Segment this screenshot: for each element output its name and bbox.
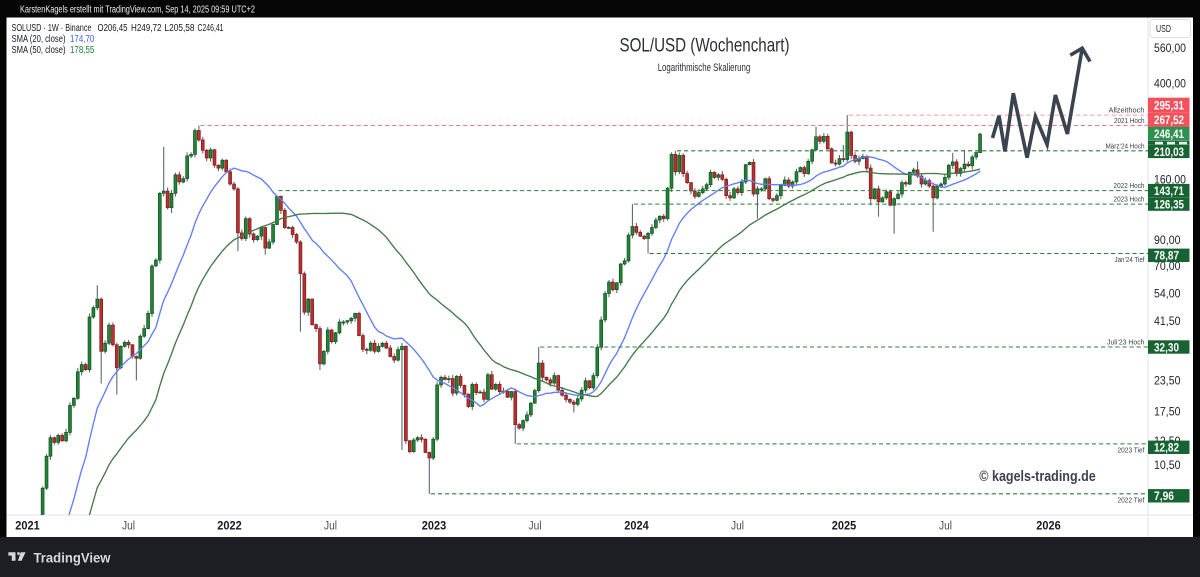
svg-text:2026: 2026	[1036, 521, 1060, 533]
svg-text:O206,45: O206,45	[98, 23, 128, 34]
svg-text:© kagels-trading.de: © kagels-trading.de	[979, 469, 1095, 485]
svg-text:2023 Hoch: 2023 Hoch	[1114, 195, 1145, 204]
svg-text:246,41: 246,41	[1154, 127, 1184, 141]
svg-text:17,50: 17,50	[1154, 404, 1181, 418]
svg-text:2021 Hoch: 2021 Hoch	[1114, 116, 1145, 125]
svg-text:USD: USD	[1156, 24, 1171, 35]
svg-text:Jul: Jul	[324, 521, 337, 533]
svg-text:SMA (20, close): SMA (20, close)	[12, 34, 66, 45]
svg-text:7,96: 7,96	[1154, 489, 1174, 503]
svg-text:10,50: 10,50	[1154, 458, 1181, 472]
svg-text:70,00: 70,00	[1154, 259, 1181, 273]
svg-text:SMA (50, close): SMA (50, close)	[12, 45, 66, 56]
svg-text:SOL/USD (Wochenchart): SOL/USD (Wochenchart)	[620, 36, 790, 57]
svg-text:267,52: 267,52	[1154, 113, 1184, 127]
svg-text:143,71: 143,71	[1154, 184, 1184, 198]
svg-text:560,00: 560,00	[1154, 41, 1186, 55]
svg-text:Jan’24 Tief: Jan’24 Tief	[1115, 255, 1146, 264]
svg-text:2022 Hoch: 2022 Hoch	[1114, 181, 1145, 190]
svg-text:2025: 2025	[832, 521, 857, 533]
svg-text:23,50: 23,50	[1154, 374, 1181, 388]
svg-text:2022 Tief: 2022 Tief	[1118, 495, 1146, 504]
svg-text:H249,72: H249,72	[131, 23, 162, 34]
svg-text:126,35: 126,35	[1154, 197, 1184, 211]
svg-text:12,82: 12,82	[1154, 441, 1179, 455]
svg-text:Juli’23 Hoch: Juli’23 Hoch	[1107, 338, 1145, 347]
svg-text:54,00: 54,00	[1154, 286, 1181, 300]
svg-text:2023: 2023	[422, 521, 446, 533]
svg-text:2023 Tief: 2023 Tief	[1118, 445, 1146, 454]
svg-text:178,55: 178,55	[70, 45, 95, 56]
svg-text:März’24 Hoch: März’24 Hoch	[1106, 141, 1145, 150]
svg-text:TradingView: TradingView	[34, 550, 111, 566]
svg-text:C246,41: C246,41	[198, 23, 224, 34]
svg-text:2021: 2021	[15, 521, 40, 533]
svg-text:32,30: 32,30	[1154, 340, 1179, 354]
svg-text:Allzeithoch: Allzeithoch	[1109, 106, 1145, 115]
svg-text:210,03: 210,03	[1154, 145, 1184, 159]
svg-text:Jul: Jul	[529, 521, 542, 533]
svg-text:Logarithmische Skalierung: Logarithmische Skalierung	[658, 62, 751, 74]
svg-text:174,70: 174,70	[70, 34, 95, 45]
svg-text:90,00: 90,00	[1154, 233, 1181, 247]
svg-text:160,00: 160,00	[1154, 173, 1186, 187]
svg-text:400,00: 400,00	[1154, 76, 1186, 90]
svg-text:Jul: Jul	[939, 521, 952, 533]
svg-text:SOLUSD · 1W · Binance: SOLUSD · 1W · Binance	[12, 23, 92, 34]
svg-text:2024: 2024	[624, 521, 649, 533]
svg-text:295,31: 295,31	[1154, 98, 1184, 112]
svg-text:78,87: 78,87	[1154, 249, 1179, 263]
svg-text:2022: 2022	[217, 521, 241, 533]
svg-text:L205,58: L205,58	[165, 23, 195, 34]
svg-text:Jul: Jul	[731, 521, 744, 533]
svg-text:Jul: Jul	[122, 521, 135, 533]
svg-text:KarstenKagels erstellt mit Tra: KarstenKagels erstellt mit TradingView.c…	[20, 5, 255, 16]
svg-text:41,50: 41,50	[1154, 314, 1181, 328]
